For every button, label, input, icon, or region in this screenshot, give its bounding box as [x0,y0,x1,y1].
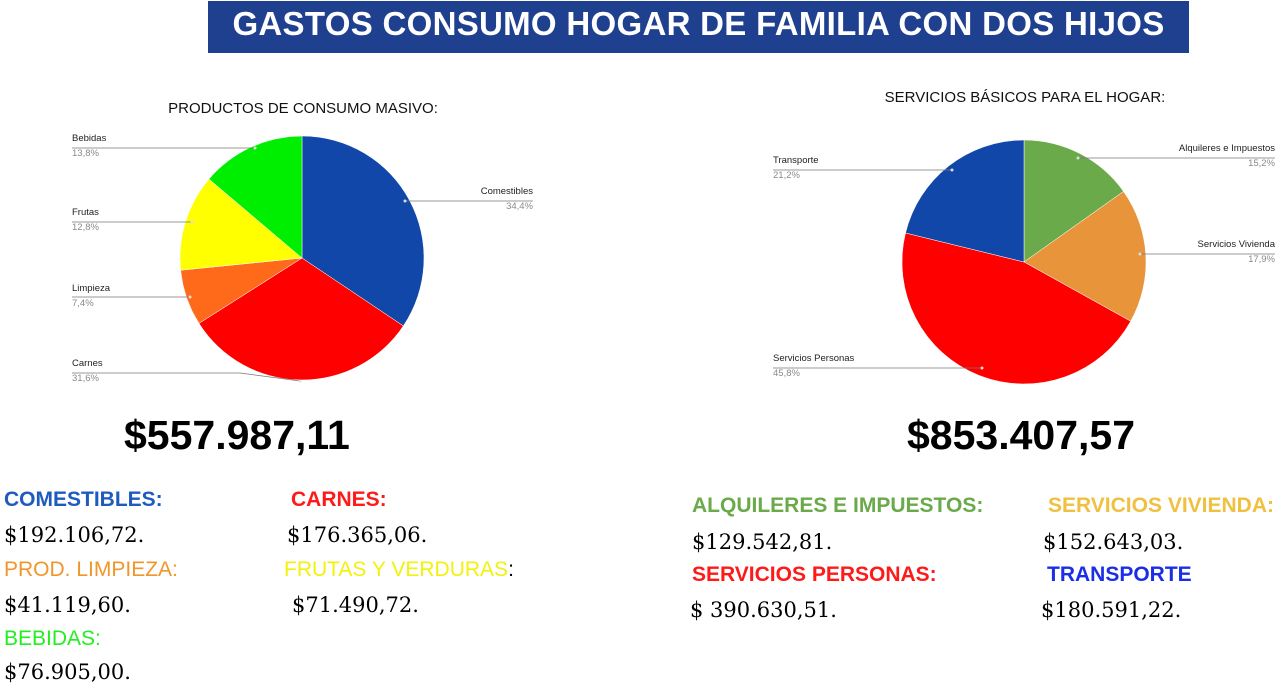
frutas-amount: $71.490,72. [292,593,419,617]
leader-dot-carnes [298,379,302,383]
transporte-amount: $180.591,22. [1041,598,1182,622]
slice-pct-limpieza: 7,4% [72,298,94,309]
slice-label-transporte: Transporte [773,155,819,166]
vivienda-amount: $152.643,03. [1043,530,1184,554]
total-servicios: $853.407,57 [907,412,1136,458]
comestibles-amount: $192.106,72. [4,523,145,547]
slice-label-servicios-personas: Servicios Personas [773,353,855,364]
leader-line-carnes [72,372,301,382]
comestibles-label: COMESTIBLES: [4,488,163,511]
leader-dot-servicios-vivienda [1138,252,1142,256]
frutas-label: FRUTAS Y VERDURAS: [284,558,514,582]
slice-label-carnes: Carnes [72,358,103,369]
slice-label-alquileres-e-impuestos: Alquileres e Impuestos [1179,143,1275,154]
personas-label: SERVICIOS PERSONAS: [692,563,937,586]
slice-pct-frutas: 12,8% [72,222,99,233]
slice-label-limpieza: Limpieza [72,283,111,294]
bebidas-label: BEBIDAS: [4,627,101,650]
slice-pct-servicios-personas: 45,8% [773,368,800,379]
leader-dot-bebidas [253,146,257,150]
slice-label-servicios-vivienda: Servicios Vivienda [1198,239,1276,250]
leader-dot-servicios-personas [980,366,984,370]
transporte-label: TRANSPORTE [1047,563,1192,586]
slice-pct-servicios-vivienda: 17,9% [1248,254,1275,265]
slice-pct-transporte: 21,2% [773,170,800,181]
alquileres-label: ALQUILERES E IMPUESTOS: [692,494,984,517]
pie-slice-alquileres-e-impuestos [1023,139,1124,263]
vivienda-label: SERVICIOS VIVIENDA: [1048,494,1274,517]
pie-slice-bebidas [208,135,303,259]
chart-title-servicios: SERVICIOS BÁSICOS PARA EL HOGAR: [884,89,1166,106]
page-title: GASTOS CONSUMO HOGAR DE FAMILIA CON DOS … [208,1,1189,53]
frutas-label-text: FRUTAS Y VERDURAS [284,558,509,581]
leader-dot-transporte [950,168,954,172]
personas-amount: $ 390.630,51. [690,598,837,622]
carnes-amount: $176.365,06. [287,523,428,547]
limpieza-amount: $41.119,60. [4,593,131,617]
slice-label-frutas: Frutas [72,207,99,218]
slice-pct-carnes: 31,6% [72,373,99,384]
alquileres-amount: $129.542,81. [692,530,833,554]
pie-slice-servicios-personas [901,232,1132,385]
slice-label-comestibles: Comestibles [481,186,534,197]
leader-dot-frutas [190,220,194,224]
pie-slice-servicios-vivienda [1023,191,1147,322]
bebidas-amount: $76.905,00. [4,660,131,684]
leader-dot-limpieza [188,295,192,299]
slice-label-bebidas: Bebidas [72,133,107,144]
pie-slice-transporte [905,139,1025,263]
carnes-label: CARNES: [291,488,387,511]
slice-pct-bebidas: 13,8% [72,148,99,159]
leader-dot-alquileres-e-impuestos [1076,156,1080,160]
slice-pct-alquileres-e-impuestos: 15,2% [1248,158,1275,169]
leader-dot-comestibles [403,199,407,203]
frutas-label-colon: : [508,558,514,581]
total-consumo: $557.987,11 [124,412,350,458]
chart-title-consumo: PRODUCTOS DE CONSUMO MASIVO: [168,100,438,117]
slice-pct-comestibles: 34,4% [506,201,533,212]
limpieza-label: PROD. LIMPIEZA: [4,558,178,581]
